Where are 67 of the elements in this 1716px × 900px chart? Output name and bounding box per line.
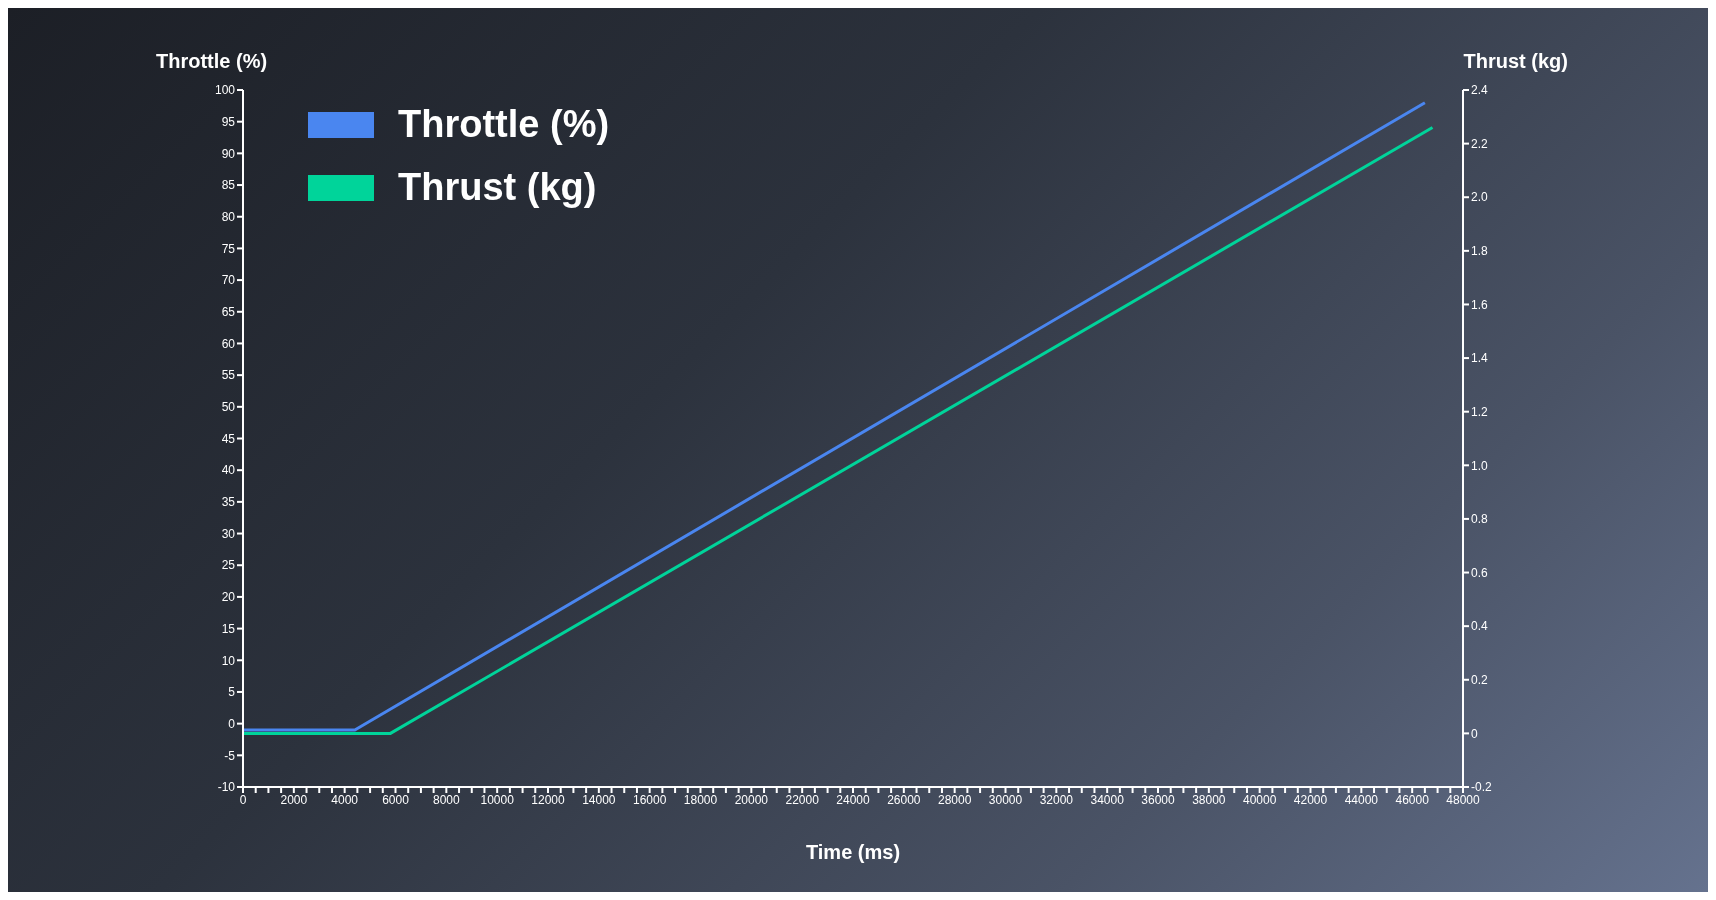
x-tick-label: 44000 xyxy=(1344,792,1379,807)
x-tick-label: 10000 xyxy=(480,792,515,807)
y2-tick-label: 1.8 xyxy=(1471,244,1489,259)
y-tick-label: -5 xyxy=(224,748,236,763)
x-axis-title: Time (ms) xyxy=(804,841,902,864)
y-tick-label: 20 xyxy=(221,590,236,605)
y-tick-label: 90 xyxy=(221,146,236,161)
x-tick-label: 40000 xyxy=(1242,792,1277,807)
y-tick-label: 100 xyxy=(214,83,236,98)
y2-tick-label: 2.2 xyxy=(1471,136,1489,151)
y-tick-label: 25 xyxy=(221,558,236,573)
x-tick-label: 32000 xyxy=(1039,792,1074,807)
y-tick-label: 95 xyxy=(221,114,236,129)
y2-tick-label: -0.2 xyxy=(1471,780,1492,795)
y2-tick-label: 1.6 xyxy=(1471,297,1489,312)
x-tick-label: 14000 xyxy=(582,792,616,807)
y2-tick-label: 2.4 xyxy=(1471,83,1489,98)
x-tick-label: 24000 xyxy=(836,792,871,807)
y-tick-label: 30 xyxy=(221,526,236,541)
y-tick-label: 60 xyxy=(221,336,236,351)
y-tick-label: 50 xyxy=(221,400,236,415)
x-tick-label: 38000 xyxy=(1192,792,1226,807)
y2-tick-label: 1.0 xyxy=(1471,458,1489,473)
x-tick-label: 28000 xyxy=(937,792,972,807)
y2-tick-label: 0.8 xyxy=(1471,512,1489,527)
x-tick-label: 36000 xyxy=(1141,792,1176,807)
y-axis-title: Throttle (%) xyxy=(156,50,268,73)
x-tick-label: 34000 xyxy=(1090,792,1125,807)
x-tick-label: 26000 xyxy=(887,792,921,807)
x-tick-label: 16000 xyxy=(632,792,667,807)
x-tick-label: 30000 xyxy=(988,792,1023,807)
y-tick-label: 75 xyxy=(221,241,236,256)
y-tick-label: 0 xyxy=(228,716,236,731)
y2-tick-label: 1.2 xyxy=(1471,404,1489,419)
x-tick-label: 46000 xyxy=(1395,792,1430,807)
y-tick-label: 80 xyxy=(221,209,236,224)
y-tick-label: 45 xyxy=(221,431,236,446)
y-tick-label: 70 xyxy=(221,273,236,288)
x-tick-label: 22000 xyxy=(785,792,820,807)
x-tick-label: 4000 xyxy=(331,792,359,807)
y-tick-label: 65 xyxy=(221,305,236,320)
y-tick-label: 15 xyxy=(221,621,236,636)
y-tick-label: 5 xyxy=(228,685,236,700)
x-tick-label: 20000 xyxy=(734,792,769,807)
y2-axis-title: Thrust (kg) xyxy=(1463,50,1568,73)
y2-tick-label: 1.4 xyxy=(1471,351,1489,366)
x-tick-label: 48000 xyxy=(1446,792,1481,807)
x-tick-label: 2000 xyxy=(280,792,308,807)
y2-tick-label: 0.6 xyxy=(1471,565,1489,580)
legend-label: Thrust (kg) xyxy=(398,166,597,209)
y-tick-label: 35 xyxy=(221,495,236,510)
x-tick-label: 18000 xyxy=(683,792,718,807)
y2-tick-label: 0.4 xyxy=(1471,619,1489,634)
legend-label: Throttle (%) xyxy=(398,103,610,146)
x-tick-label: 0 xyxy=(239,792,247,807)
y-tick-label: 10 xyxy=(221,653,236,668)
x-tick-label: 12000 xyxy=(531,792,566,807)
y-tick-label: 85 xyxy=(221,178,236,193)
y2-tick-label: 2.0 xyxy=(1471,190,1489,205)
y2-tick-label: 0 xyxy=(1471,726,1478,741)
x-tick-label: 8000 xyxy=(432,792,460,807)
y2-tick-label: 0.2 xyxy=(1471,673,1489,688)
y-tick-label: -10 xyxy=(217,780,236,795)
x-tick-label: 6000 xyxy=(382,792,410,807)
x-tick-label: 42000 xyxy=(1293,792,1328,807)
y-tick-label: 40 xyxy=(221,463,236,478)
y-tick-label: 55 xyxy=(221,368,236,383)
